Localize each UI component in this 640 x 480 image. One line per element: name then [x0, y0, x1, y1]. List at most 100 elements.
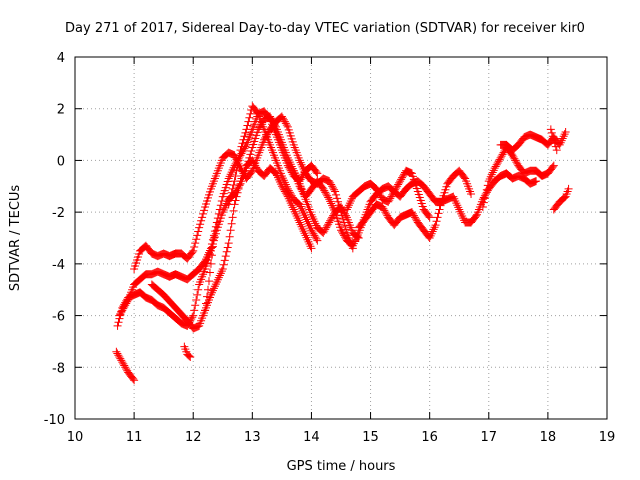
data-point [433, 213, 442, 222]
data-point [283, 184, 292, 193]
data-point [335, 201, 344, 210]
data-point [382, 209, 391, 218]
data-point [122, 365, 131, 374]
data-point [184, 351, 193, 360]
data-point [459, 214, 468, 223]
data-point [190, 306, 199, 315]
data-point [509, 152, 518, 161]
data-point [301, 213, 310, 222]
data-point [190, 243, 199, 252]
data-point [389, 189, 398, 198]
data-point [210, 227, 219, 236]
data-point [305, 240, 314, 249]
data-point [217, 267, 226, 276]
data-point [287, 201, 296, 210]
data-point [559, 194, 568, 203]
data-point [193, 231, 202, 240]
data-point [319, 184, 328, 193]
data-point [326, 197, 335, 206]
data-point [283, 161, 292, 170]
data-point [497, 152, 506, 161]
y-tick-label: -10 [44, 413, 65, 428]
data-point [119, 359, 128, 368]
data-point [551, 142, 560, 151]
data-point [203, 252, 212, 261]
data-point [494, 157, 503, 166]
data-point [289, 205, 298, 214]
data-point [307, 226, 316, 235]
data-point [298, 187, 307, 196]
data-point [560, 193, 569, 202]
data-point [216, 269, 225, 278]
data-point [129, 374, 138, 383]
data-point [192, 235, 201, 244]
x-tick-label: 17 [481, 430, 498, 445]
data-point [478, 195, 487, 204]
data-point [300, 211, 309, 220]
data-point [241, 128, 250, 137]
data-point [346, 196, 355, 205]
data-point [397, 175, 406, 184]
data-point [378, 202, 387, 211]
x-tick-label: 19 [599, 430, 616, 445]
data-point [301, 231, 310, 240]
data-point [297, 185, 306, 194]
data-point [281, 119, 290, 128]
data-point [227, 188, 236, 197]
data-point [496, 153, 505, 162]
data-point [380, 206, 389, 215]
x-axis-label: GPS time / hours [287, 459, 396, 474]
data-point [243, 121, 252, 130]
data-point [392, 184, 401, 193]
data-point [225, 232, 234, 241]
data-point [207, 251, 216, 260]
data-point [291, 209, 300, 218]
data-point [213, 214, 222, 223]
data-point [210, 282, 219, 291]
data-point [300, 229, 309, 238]
data-point [325, 195, 334, 204]
data-point [224, 239, 233, 248]
data-point [251, 161, 260, 170]
data-point [431, 221, 440, 230]
data-point [296, 202, 305, 211]
data-point [326, 178, 335, 187]
data-point [217, 196, 226, 205]
data-point [288, 203, 297, 212]
data-point [564, 184, 573, 193]
data-point [486, 172, 495, 181]
chart-title: Day 271 of 2017, Sidereal Day-to-day VTE… [65, 21, 585, 36]
data-point [287, 191, 296, 200]
data-point [203, 292, 212, 301]
data-point [410, 213, 419, 222]
x-tick-label: 12 [185, 430, 202, 445]
data-point [557, 136, 566, 145]
data-point [201, 257, 210, 266]
data-point [451, 196, 460, 205]
data-point [409, 211, 418, 220]
data-point [278, 114, 287, 123]
data-point [226, 170, 235, 179]
data-point [306, 224, 315, 233]
data-point [309, 215, 318, 224]
data-point [296, 158, 305, 167]
data-point [224, 174, 233, 183]
data-point [394, 180, 403, 189]
data-point [342, 205, 351, 214]
data-point [374, 188, 383, 197]
data-point [338, 229, 347, 238]
series-sat-a [112, 347, 139, 385]
series-sat-j [354, 166, 476, 242]
data-point [201, 306, 210, 315]
data-point [189, 311, 198, 320]
x-tick-label: 13 [244, 430, 261, 445]
data-point [247, 146, 256, 155]
data-point [482, 185, 491, 194]
data-point [229, 180, 238, 189]
data-point [227, 219, 236, 228]
data-point [428, 227, 437, 236]
data-point [489, 166, 498, 175]
data-point [285, 165, 294, 174]
data-point [219, 260, 228, 269]
data-point [386, 194, 395, 203]
